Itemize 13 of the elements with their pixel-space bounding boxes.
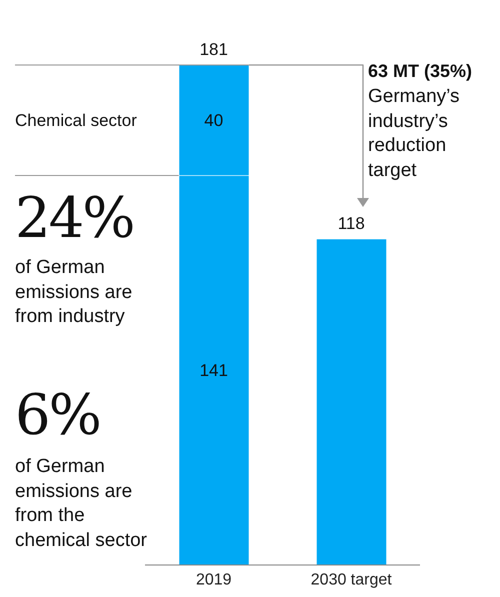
text: Chemical sector — [15, 111, 138, 130]
total-label: 181 — [200, 40, 228, 59]
annotation: of German emissions are from the chemical sector — [15, 455, 148, 554]
data-label: 40 — [204, 111, 224, 130]
data-label: 118 — [338, 214, 365, 234]
annotation: Germany’s industry’s reduction target — [368, 85, 461, 184]
data-label: 141 — [200, 361, 228, 380]
text: 6% — [15, 382, 100, 450]
text: of German emissions are from industry — [15, 256, 134, 330]
x-tick-label: 2030 target — [310, 571, 392, 588]
x-tick-label: 2019 — [196, 571, 232, 588]
annotation: 63 MT (35%) — [368, 60, 472, 83]
text: 24% — [15, 185, 134, 253]
